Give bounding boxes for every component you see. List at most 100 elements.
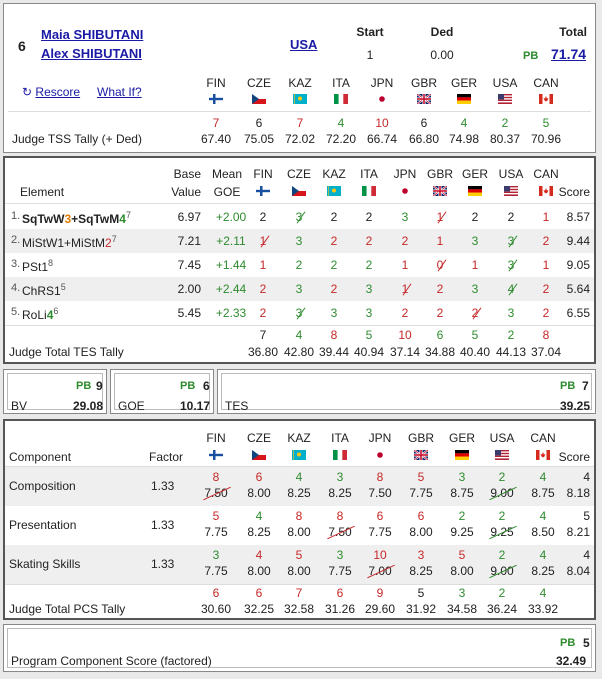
ded-value: 0.00	[430, 48, 454, 62]
strike-mark	[472, 307, 482, 320]
component-mark-value: 9.00	[489, 486, 518, 501]
flag-kaz-icon	[327, 186, 341, 196]
component-mark-value: 7.75	[409, 486, 433, 500]
goe-mark-value: 1	[401, 258, 409, 272]
pcs-tally-value: 32.25	[243, 602, 275, 616]
judge-goe-mark: 2	[253, 210, 273, 224]
goe-mark-value: 2	[330, 210, 338, 224]
component-judge-rank: 6	[417, 509, 425, 523]
judge-goe-mark: 3	[289, 282, 309, 296]
component-mark-value: 7.75	[368, 525, 392, 539]
flag-ita-icon	[333, 450, 347, 460]
component-judge-mark: 7.75	[401, 486, 441, 500]
component-judge-rank: 3	[336, 548, 344, 562]
tes-tally-label: Judge Total TES Tally	[9, 345, 124, 359]
tes-tally-value: 37.04	[530, 345, 562, 359]
rescore-link[interactable]: ↻ Rescore	[22, 85, 80, 99]
row-background	[5, 467, 594, 506]
pcs-tally-rank: 6	[336, 586, 344, 600]
flag-jpn-icon	[375, 94, 389, 104]
strike-mark	[489, 486, 518, 501]
element-score: 9.05	[566, 258, 590, 272]
goe-mark-value: 3	[295, 282, 303, 296]
component-score: 8.18	[566, 486, 590, 500]
element-name-part: 7	[125, 210, 131, 220]
element-name-part: 4	[46, 308, 54, 322]
goe-mark-value: 2	[542, 282, 550, 296]
element-name-part: 2	[105, 236, 112, 250]
component-mark-value: 8.00	[287, 564, 311, 578]
component-judge-mark: 8.75	[523, 486, 563, 500]
goe-mark-value: 2	[542, 306, 550, 320]
bv-pb-badge: PB	[76, 380, 92, 392]
judge-code-gbr: GBR	[407, 431, 434, 445]
tss-rank: 6	[255, 116, 263, 130]
element-row[interactable]: 2. MiStW1+MiStM27 7.21 +2.11 1 3 2 2 2 1 3 3 2 9.44	[5, 229, 594, 253]
component-judge-rank: 8	[336, 509, 344, 523]
judge-code-kaz: KAZ	[287, 431, 311, 445]
pcs-tally-rank: 6	[212, 586, 220, 600]
skater2-name-link[interactable]: Alex SHIBUTANI	[41, 46, 142, 61]
judge-goe-mark: 1	[253, 234, 273, 248]
tss-rank: 4	[337, 116, 345, 130]
flag-gbr-icon	[417, 94, 431, 104]
goe-mark-value: 0	[437, 258, 447, 272]
flag-usa-icon	[495, 450, 509, 460]
strike-mark	[489, 564, 518, 579]
judge-goe-mark: 3	[324, 306, 344, 320]
component-mark-value: 8.50	[531, 525, 555, 539]
tes-tally-rank: 8	[542, 328, 550, 342]
score-col-header: Score	[558, 185, 590, 199]
elements-panel: Element Base Value Mean GOE Score Judge …	[3, 156, 596, 364]
nation-link[interactable]: USA	[290, 37, 318, 52]
judge-code-cze: CZE	[287, 167, 311, 181]
total-score-link[interactable]: 71.74	[551, 46, 587, 62]
component-mark-value: 7.00	[367, 564, 396, 579]
element-row[interactable]: 4. ChRS15 2.00 +2.44 2 3 2 3 1 2 3 4 2 5.64	[5, 277, 594, 301]
component-judge-mark: 8.50	[523, 525, 563, 539]
element-base-value: 6.97	[177, 210, 201, 224]
element-base-value: 5.45	[177, 306, 201, 320]
element-row[interactable]: 3. PSt18 7.45 +1.44 1 2 2 2 1 0 1 3 1 9.05	[5, 253, 594, 277]
judge-code-jpn: JPN	[370, 76, 394, 90]
judge-goe-mark: 2	[324, 210, 344, 224]
element-name: SqTwW3+SqTwM47	[22, 210, 131, 226]
ded-label: Ded	[430, 25, 454, 39]
element-row[interactable]: 1. SqTwW3+SqTwM47 6.97 +2.00 2 3 2 2 3 1 2 2 1 8.57	[5, 205, 594, 229]
judge-goe-mark: 4	[501, 282, 521, 296]
element-name-part: RoLi	[22, 308, 47, 322]
skater-summary-panel: 6 Maia SHIBUTANI Alex SHIBUTANI USA Star…	[3, 3, 596, 153]
component-judge-mark: 9.25	[442, 525, 482, 539]
start-value: 1	[366, 48, 374, 62]
judge-goe-mark: 2	[359, 258, 379, 272]
judge-code-can: CAN	[533, 167, 559, 181]
goe-mark-value: 3	[471, 282, 479, 296]
element-name: ChRS15	[22, 282, 66, 298]
component-judge-mark: 8.00	[401, 525, 441, 539]
component-row[interactable]: Presentation 1.33 5 4 8 8 6 6 2 2 4 7.75 8.25 8.00 7.5…	[5, 506, 594, 545]
judge-goe-mark: 2	[324, 258, 344, 272]
whatif-link[interactable]: What If?	[97, 85, 142, 99]
strike-mark	[296, 211, 306, 224]
element-name-part: ChRS1	[22, 284, 61, 298]
strike-mark	[437, 259, 447, 272]
component-mark-value: 8.25	[409, 564, 433, 578]
component-judge-rank: 2	[498, 470, 506, 484]
component-mark-value: 8.75	[450, 486, 474, 500]
strike-mark	[296, 307, 306, 320]
pcs-value: 32.49	[555, 654, 586, 668]
element-number: 1.	[11, 210, 21, 222]
component-judge-rank: 4	[255, 509, 263, 523]
judge-goe-mark: 2	[289, 258, 309, 272]
flag-fin-icon	[256, 186, 270, 196]
tss-rank: 2	[501, 116, 509, 130]
element-row[interactable]: 5. RoLi46 5.45 +2.33 2 3 3 3 2 2 2 3 2 6.55	[5, 301, 594, 325]
element-base-value: 7.21	[177, 234, 201, 248]
component-row[interactable]: Composition 1.33 8 6 4 3 8 5 3 2 4 7.50 8.00 8.25 8.25…	[5, 467, 594, 506]
goe-mark-value: 2	[471, 210, 479, 224]
element-mean-goe: +2.11	[216, 234, 246, 248]
component-row[interactable]: Skating Skills 1.33 3 4 5 3 10 3 5 2 4 7.75 8.00 8.00…	[5, 545, 594, 584]
skater1-name-link[interactable]: Maia SHIBUTANI	[41, 27, 144, 42]
goe-mark-value: 2	[259, 210, 267, 224]
component-judge-rank: 4	[539, 470, 547, 484]
